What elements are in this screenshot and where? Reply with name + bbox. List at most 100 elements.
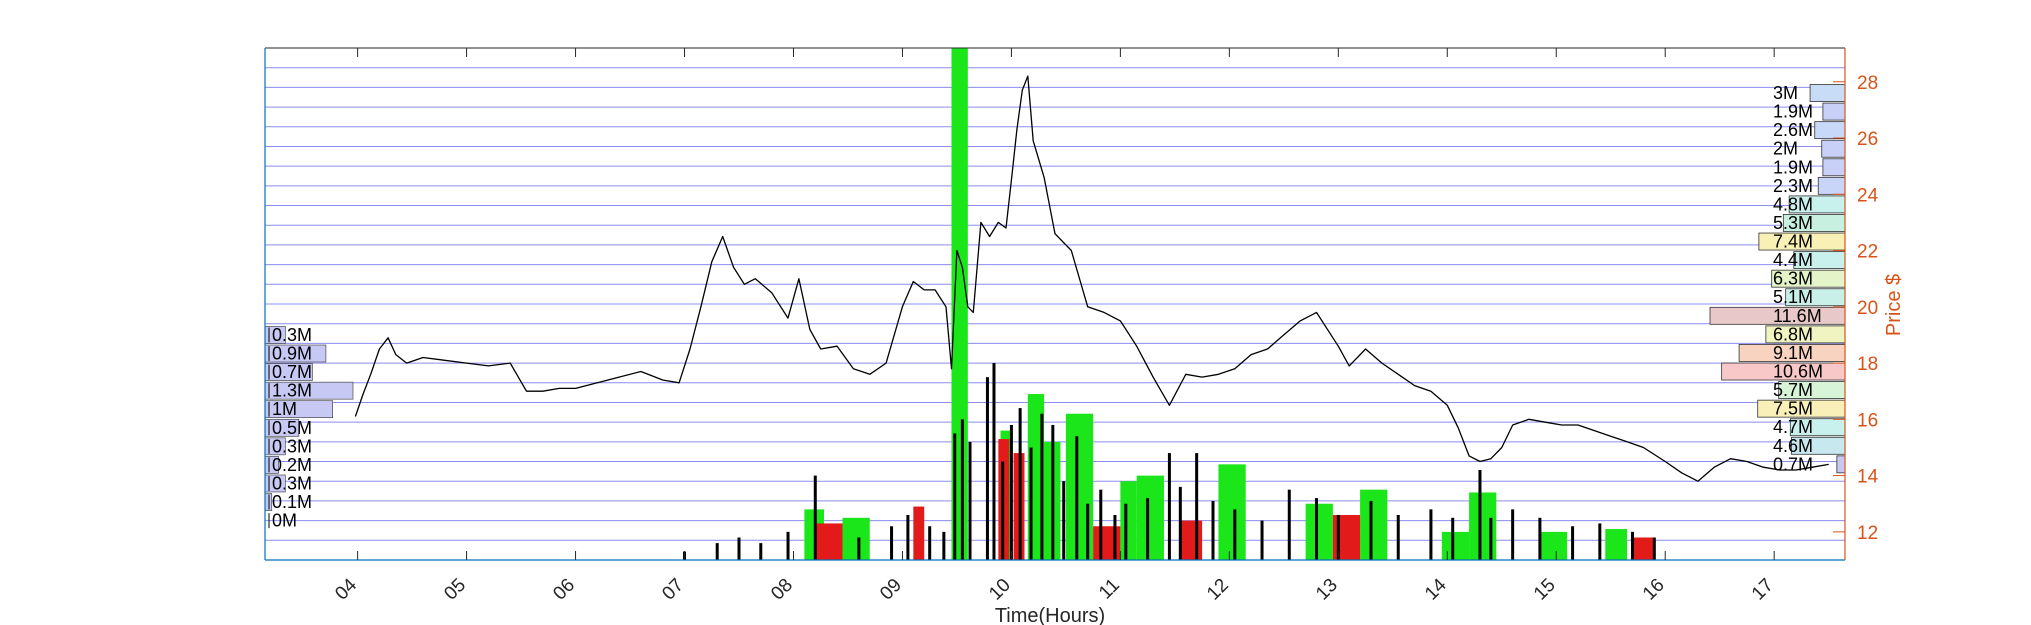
- volume-bar-black: [1195, 453, 1199, 560]
- volume-profile-label: 0M: [272, 511, 297, 531]
- volume-profile-label: 1.9M: [1773, 157, 1813, 177]
- x-tick-label: 10: [985, 575, 1015, 605]
- volume-bar-red: [1180, 520, 1203, 560]
- volume-profile-label: 0.9M: [272, 344, 312, 364]
- volume-bar-black: [857, 537, 861, 560]
- volume-bar-black: [1233, 509, 1237, 560]
- volume-bar-black: [737, 537, 741, 560]
- y-tick-label: 16: [1857, 410, 1878, 431]
- volume-profile-label: 1.9M: [1773, 102, 1813, 122]
- x-tick-label: 14: [1421, 574, 1451, 604]
- volume-profile-bar: [1817, 176, 1846, 195]
- x-tick-label: 12: [1203, 575, 1233, 605]
- y-tick-label: 28: [1857, 73, 1878, 94]
- y-tick-label: 12: [1857, 523, 1878, 544]
- volume-bar-black: [1018, 408, 1022, 560]
- volume-bar-green: [1605, 529, 1628, 560]
- volume-profile-label: 4.8M: [1773, 194, 1813, 214]
- x-tick-label: 06: [549, 575, 579, 605]
- volume-profile-bar: [264, 493, 273, 511]
- volume-bars: [683, 48, 1656, 560]
- volume-profile-label: 0.3M: [272, 436, 312, 456]
- volume-profile-label: 2.3M: [1773, 176, 1813, 196]
- volume-bar-green: [1218, 464, 1246, 560]
- volume-bar-black: [1211, 500, 1215, 560]
- volume-bar-black: [992, 363, 996, 560]
- volume-bar-black: [1099, 489, 1103, 560]
- volume-bar-green: [1120, 481, 1137, 560]
- volume-profile-label: 0.3M: [272, 473, 312, 493]
- volume-bar-green: [1441, 531, 1470, 560]
- volume-profile-label: 6.8M: [1773, 324, 1813, 344]
- volume-bar-black: [1489, 517, 1493, 560]
- volume-bar-black: [813, 475, 817, 560]
- volume-bar-red: [815, 523, 843, 560]
- volume-profile-label: 5.1M: [1773, 287, 1813, 307]
- volume-bar-black: [786, 531, 790, 560]
- volume-profile-label: 1.3M: [272, 381, 312, 401]
- volume-bar-green: [1038, 441, 1061, 560]
- volume-bar-green: [1136, 475, 1164, 560]
- volume-bar-black: [1029, 447, 1033, 560]
- volume-bar-black: [1146, 498, 1150, 560]
- volume-profile-bar: [1822, 102, 1846, 121]
- volume-bar-black: [942, 531, 946, 560]
- volume-bar-black: [906, 514, 910, 560]
- volume-profile-label: 5.7M: [1773, 380, 1813, 400]
- volume-profile-label: 4.4M: [1773, 250, 1813, 270]
- volume-bar-green: [1539, 531, 1568, 560]
- volume-profile-bar: [1814, 121, 1846, 140]
- volume-bar-black: [1287, 489, 1291, 560]
- volume-bar-black: [1538, 517, 1542, 560]
- volume-bar-black: [1260, 520, 1264, 560]
- x-tick-label: 05: [440, 575, 470, 605]
- volume-profile-bar: [1809, 84, 1846, 102]
- volume-bar-black: [1001, 461, 1005, 560]
- volume-bar-black: [1315, 498, 1319, 560]
- volume-bar-black: [968, 441, 972, 560]
- volume-profile-label: 3M: [1773, 83, 1798, 103]
- volume-bar-red: [913, 506, 925, 560]
- volume-profile-label: 9.1M: [1773, 343, 1813, 363]
- y-axis-label: Price $: [1883, 274, 1905, 336]
- volume-profile-label: 0.7M: [1773, 454, 1813, 474]
- volume-bar-black: [1075, 436, 1079, 560]
- y-tick-label: 14: [1857, 467, 1879, 488]
- volume-bar-black: [1652, 537, 1656, 560]
- volume-profile-label: 7.5M: [1773, 399, 1813, 419]
- y-tick-label: 18: [1857, 354, 1878, 375]
- volume-bar-black: [928, 526, 932, 560]
- x-tick-label: 11: [1095, 575, 1124, 604]
- x-tick-label: 16: [1639, 575, 1669, 605]
- volume-bar-black: [960, 419, 964, 560]
- volume-bar-green: [1305, 503, 1333, 560]
- volume-profile-label: 1M: [272, 399, 297, 419]
- volume-bar-black: [1598, 523, 1602, 560]
- volume-profile-label: 0.7M: [272, 362, 312, 382]
- volume-profile-label: 2.6M: [1773, 120, 1813, 140]
- volume-bar-black: [890, 526, 894, 560]
- volume-bar-black: [1178, 486, 1182, 560]
- volume-bar-black: [759, 543, 763, 560]
- volume-profile-bar: [1836, 455, 1846, 474]
- volume-bar-green: [842, 517, 870, 560]
- volume-profile-label: 11.6M: [1773, 306, 1822, 326]
- volume-bar-black: [1040, 413, 1044, 560]
- volume-profile-label: 4.6M: [1773, 436, 1813, 456]
- volume-bar-black: [1571, 526, 1575, 560]
- x-tick-label: 04: [331, 574, 361, 604]
- volume-profile-label: 0.3M: [272, 325, 312, 345]
- volume-bar-red: [1632, 537, 1655, 560]
- x-tick-label: 17: [1748, 575, 1778, 605]
- volume-bar-black: [1051, 424, 1055, 560]
- volume-profile-label: 0.2M: [272, 455, 312, 475]
- volume-bar-black: [715, 543, 719, 560]
- volume-bar-black: [1086, 503, 1090, 560]
- volume-bar-black: [1478, 469, 1482, 560]
- y-tick-label: 26: [1857, 129, 1878, 150]
- x-tick-label: 08: [767, 575, 797, 605]
- volume-bar-black: [1009, 424, 1013, 560]
- price-line-layer: [354, 75, 1829, 482]
